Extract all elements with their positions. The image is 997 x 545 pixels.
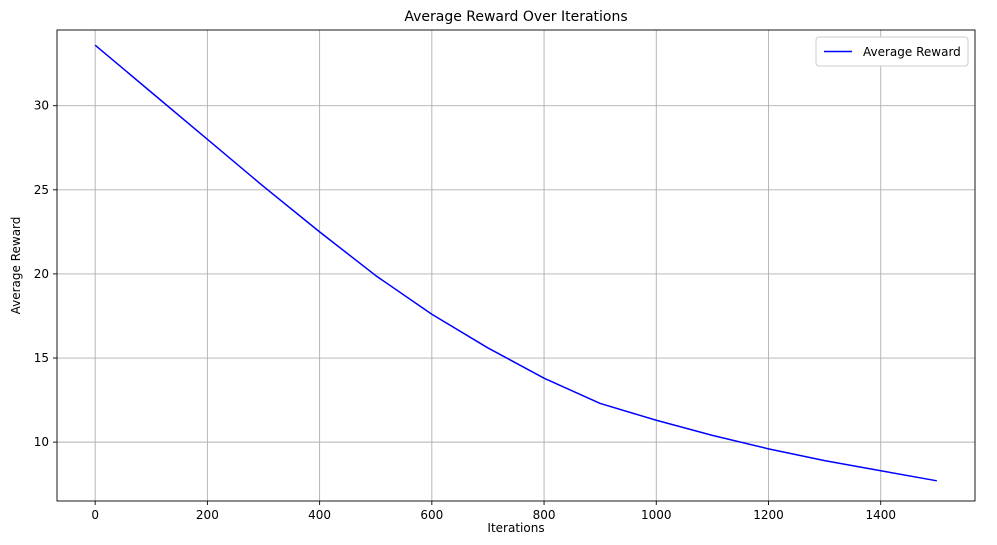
x-tick-label: 1200 xyxy=(753,508,784,522)
x-tick-label: 400 xyxy=(308,508,331,522)
grid xyxy=(57,30,975,501)
y-tick-label: 30 xyxy=(34,99,49,113)
legend: Average Reward xyxy=(815,36,969,67)
legend-label-average-reward: Average Reward xyxy=(863,45,961,59)
y-axis-label: Average Reward xyxy=(9,217,23,315)
axis-ticks: 0 200 400 600 800 1000 1200 1400 10 15 20 25 30 xyxy=(34,99,896,522)
series-lines xyxy=(94,44,937,482)
y-tick-label: 10 xyxy=(34,435,49,449)
plot-frame xyxy=(56,29,976,502)
series-line-average-reward xyxy=(94,44,937,482)
chart-title: Average Reward Over Iterations xyxy=(404,9,627,25)
legend-box xyxy=(815,36,969,67)
x-tick-label: 800 xyxy=(533,508,556,522)
y-tick-label: 20 xyxy=(34,267,49,281)
x-tick-label: 1000 xyxy=(641,508,672,522)
x-tick-label: 200 xyxy=(196,508,219,522)
x-tick-label: 0 xyxy=(91,508,99,522)
y-tick-label: 15 xyxy=(34,351,49,365)
y-tick-label: 25 xyxy=(34,183,49,197)
x-tick-label: 1400 xyxy=(865,508,896,522)
plot-area xyxy=(57,30,975,501)
x-tick-label: 600 xyxy=(420,508,443,522)
x-axis-label: Iterations xyxy=(487,521,544,535)
